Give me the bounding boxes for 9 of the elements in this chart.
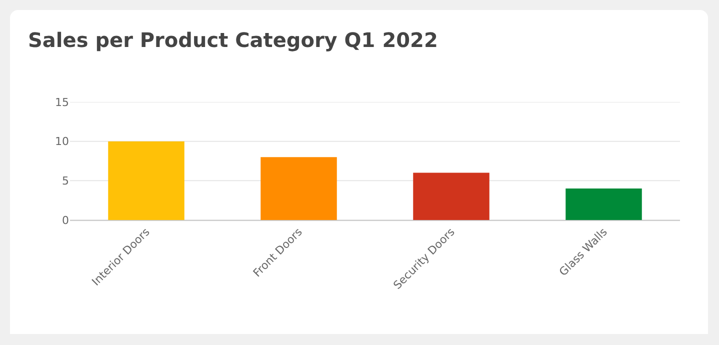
bar <box>108 141 184 220</box>
y-tick-label: 0 <box>62 214 69 227</box>
y-tick-label: 5 <box>62 174 69 188</box>
bar <box>566 188 642 220</box>
chart-title: Sales per Product Category Q1 2022 <box>28 28 438 52</box>
y-tick-label: 10 <box>55 135 69 148</box>
y-tick-label: 15 <box>55 96 69 109</box>
bar <box>413 172 490 220</box>
bar <box>260 157 337 220</box>
